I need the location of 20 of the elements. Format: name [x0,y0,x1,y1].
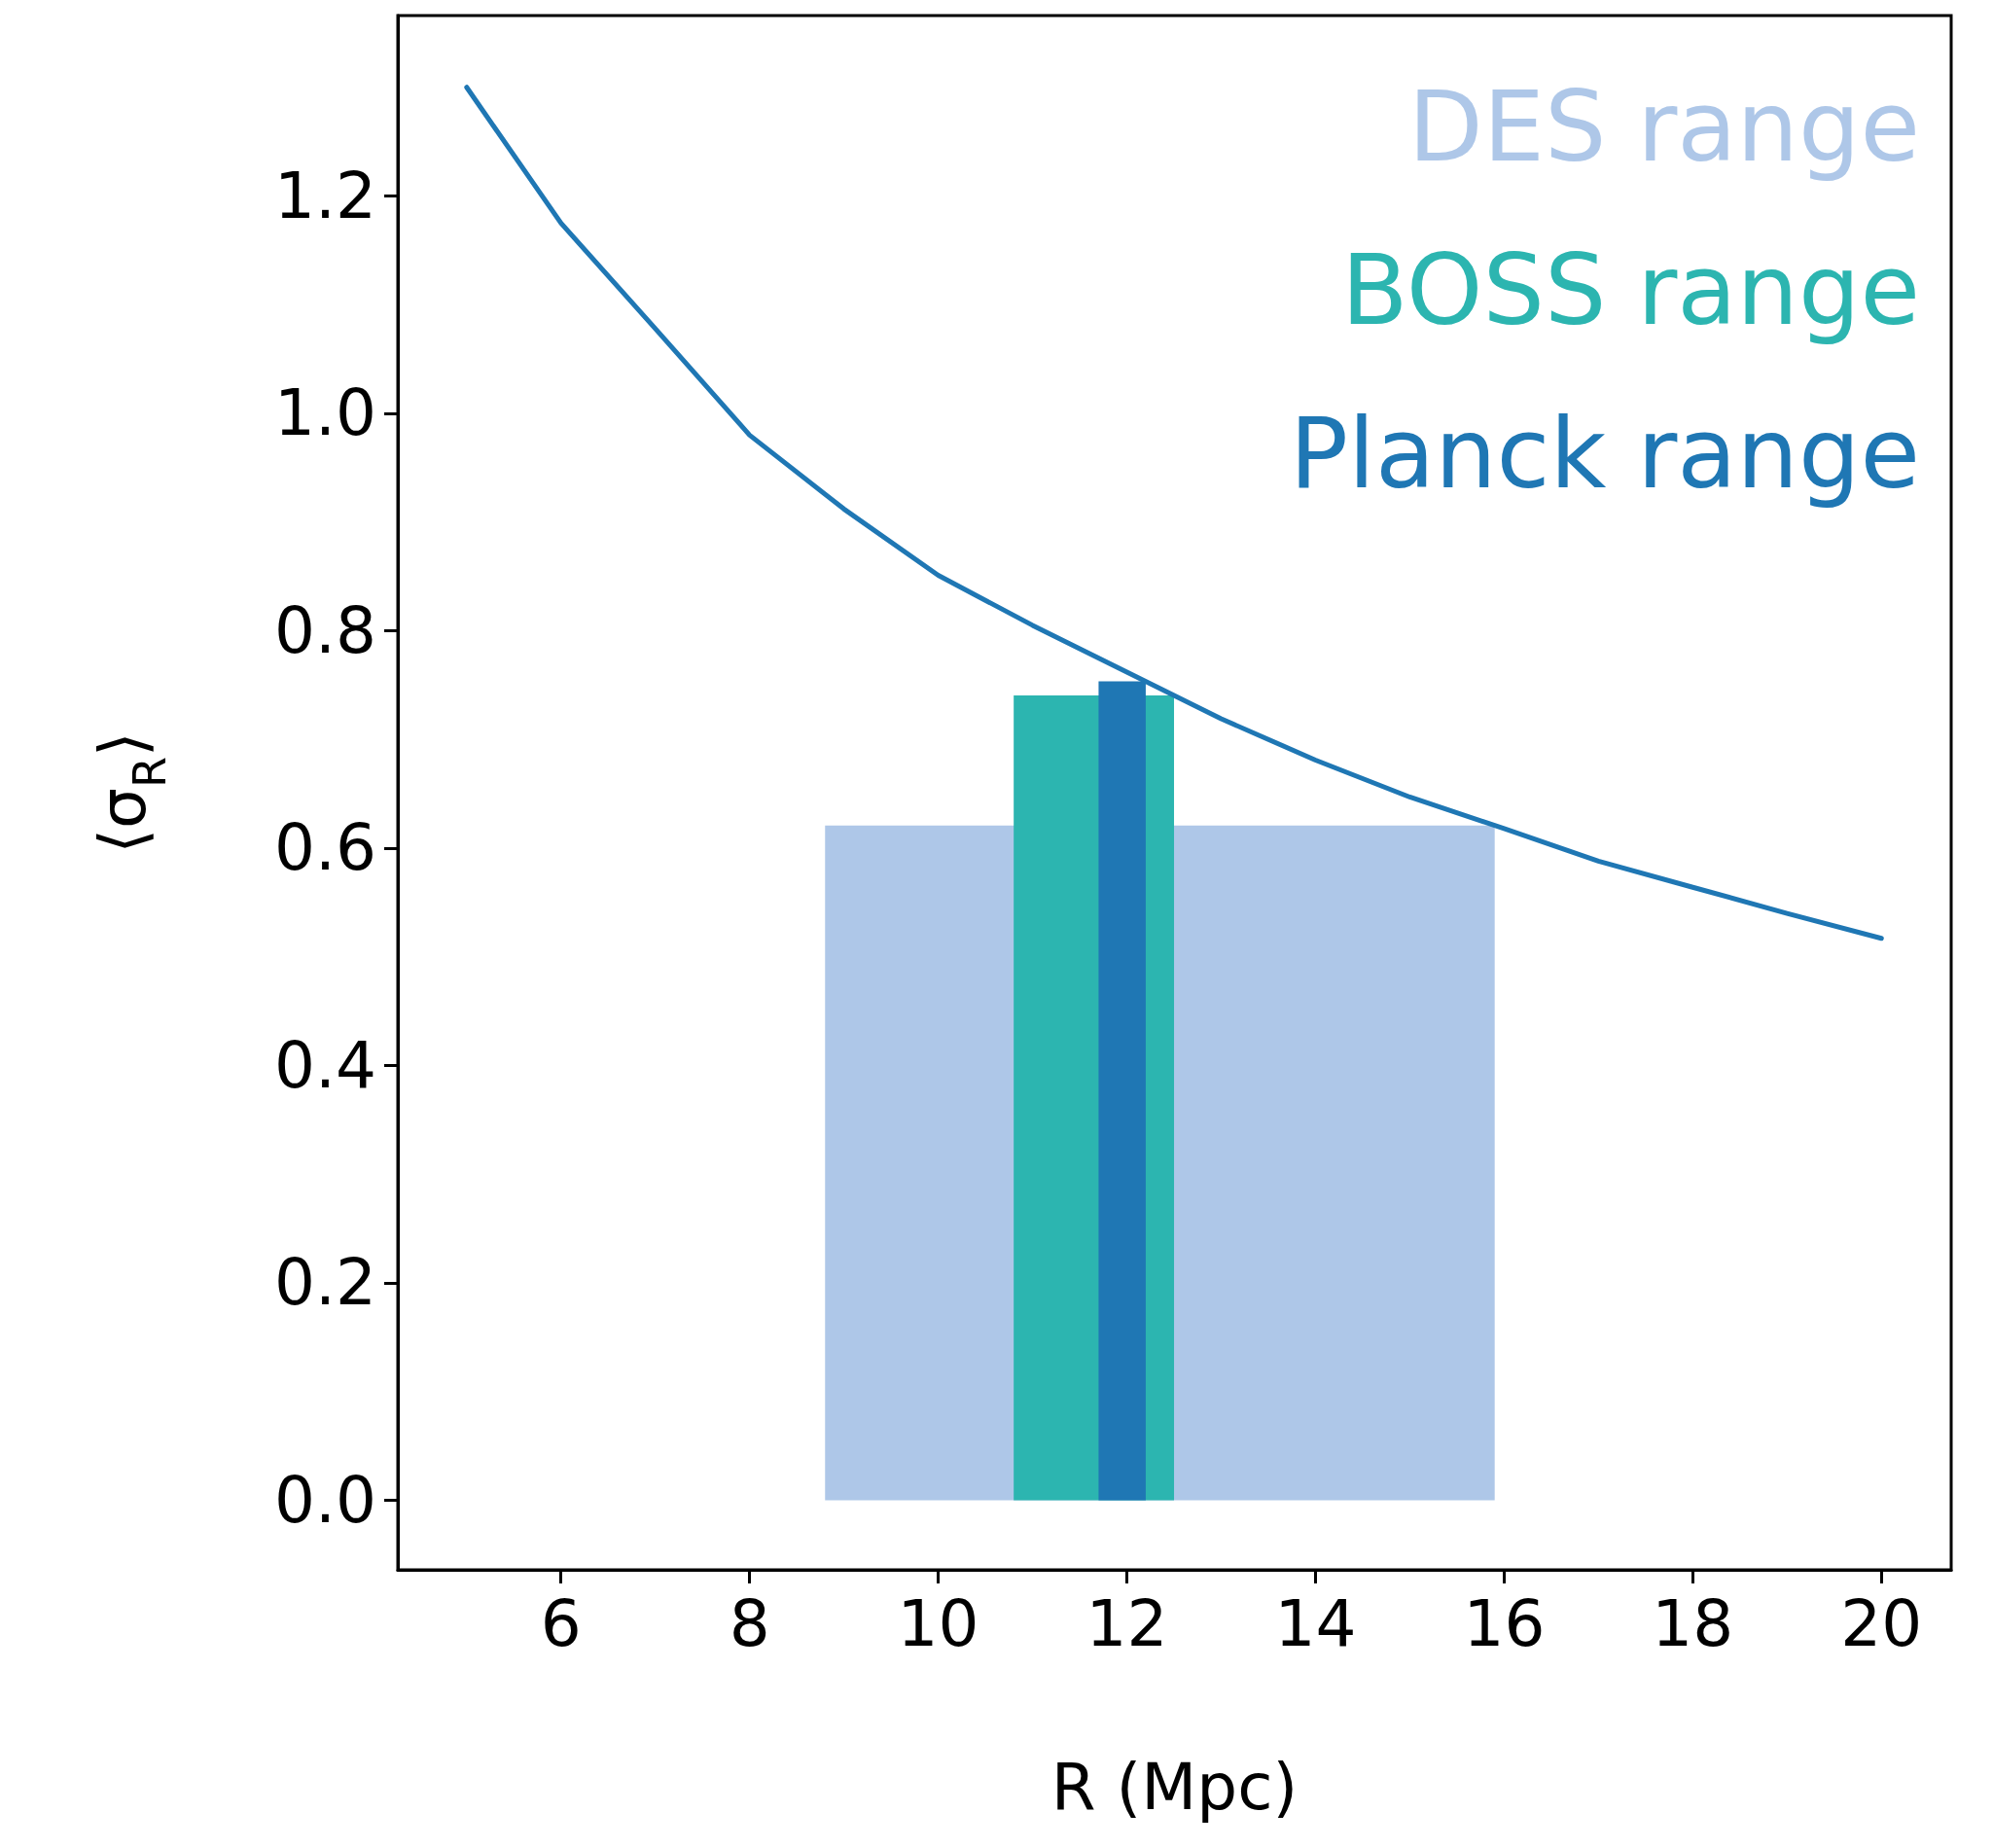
x-tick-label: 16 [1463,1585,1546,1661]
x-tick-label: 10 [897,1585,979,1661]
x-tick-label: 8 [729,1585,770,1661]
x-tick-label: 18 [1652,1585,1734,1661]
x-tick-label: 6 [540,1585,582,1661]
band-label: DES range [1407,69,1920,184]
x-tick-label: 20 [1840,1585,1923,1661]
y-tick-label: 0.0 [274,1462,376,1538]
y-tick-label: 0.8 [274,593,376,668]
x-tick-label: 14 [1274,1585,1357,1661]
x-tick-label: 12 [1085,1585,1168,1661]
y-tick-label: 0.6 [274,810,376,886]
y-tick-label: 1.0 [274,375,376,451]
y-tick-label: 0.4 [274,1027,376,1103]
band-label: Planck range [1289,396,1920,511]
y-axis-title: ⟨σR⟩ [85,731,176,854]
y-tick-label: 0.2 [274,1245,376,1321]
y-tick-label: 1.2 [274,159,376,233]
band-label: BOSS range [1340,232,1920,347]
x-axis-title: R (Mpc) [1050,1749,1299,1825]
